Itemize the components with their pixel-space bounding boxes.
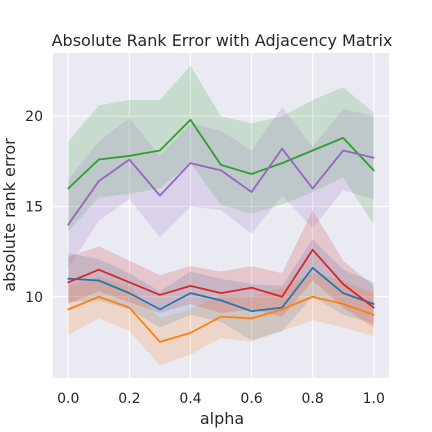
confidence-band-1 [68,273,374,366]
series-line-2 [67,118,375,190]
x-tick-label: 0.4 [179,391,201,407]
series-line-4 [67,147,375,226]
confidence-band-3 [68,210,374,328]
y-tick-label: 15 [25,199,43,215]
x-tick-label: 0.2 [118,391,140,407]
confidence-band-0 [68,238,374,341]
x-tick-label: 0.6 [240,391,262,407]
plot-background [53,53,389,378]
y-tick-label: 10 [25,290,43,306]
grid [53,53,389,378]
x-axis-label: alpha [200,409,244,428]
confidence-bands [68,65,374,366]
tick-labels: 0.0 0.2 0.4 0.6 0.8 1.0 10 15 20 [25,109,385,407]
series-line-3 [67,248,375,309]
confidence-band-2 [68,65,374,232]
confidence-band-4 [68,107,374,268]
x-tick-label: 1.0 [363,391,385,407]
x-tick-label: 0.0 [57,391,79,407]
chart-title: Absolute Rank Error with Adjacency Matri… [52,31,393,50]
y-axis-label: absolute rank error [0,138,19,292]
x-tick-label: 0.8 [302,391,324,407]
series-lines [67,118,375,343]
series-line-1 [67,295,375,343]
y-tick-label: 20 [25,109,43,125]
series-line-0 [67,266,375,313]
